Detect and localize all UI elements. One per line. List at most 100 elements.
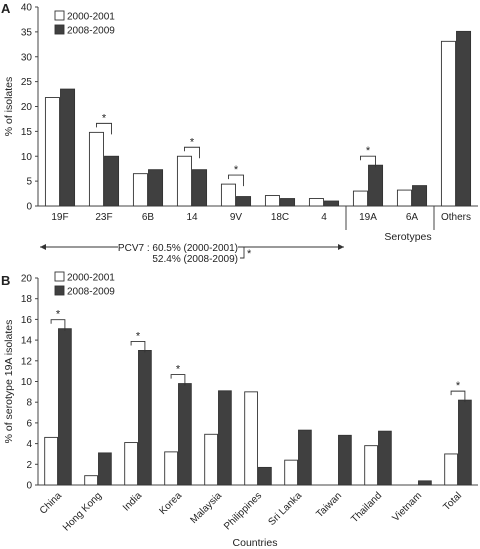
bar-2000-2001-Sri Lanka: [284, 459, 298, 486]
legend-label-2008-2009: 2008-2009: [67, 287, 115, 298]
y-tick-label: 20: [21, 102, 33, 113]
bar-2000-2001-Thailand: [364, 445, 378, 486]
y-tick-label: 0: [26, 481, 32, 492]
x-tick-label-India: India: [121, 490, 144, 513]
bar-2008-2009-Hong Kong: [98, 452, 112, 486]
significance-mark: *: [366, 145, 371, 157]
bar-2008-2009-India: [138, 350, 152, 486]
panel-label-a: A: [1, 1, 11, 16]
legend-swatch-2008-2009: [54, 285, 65, 296]
significance-bracket: [360, 155, 376, 168]
bar-2008-2009-Others: [456, 30, 472, 207]
x-tick-label-19F: 19F: [51, 212, 68, 223]
y-tick-label: 4: [26, 439, 32, 450]
bar-2000-2001-Total: [444, 453, 458, 486]
significance-bracket: [228, 174, 244, 187]
pcv7-note-line2: 52.4% (2008-2009): [152, 254, 238, 265]
legend-swatch-2008-2009: [54, 24, 65, 35]
bar-2000-2001-23F: [88, 131, 104, 207]
y-tick-label: 35: [21, 27, 33, 38]
legend-swatch-2000-2001: [54, 10, 65, 21]
significance-bracket: [96, 122, 112, 135]
x-tick-label-Total: Total: [441, 490, 464, 513]
significance-mark: *: [176, 364, 181, 376]
y-tick-label: 0: [26, 202, 32, 213]
bar-2008-2009-6B: [148, 169, 164, 207]
bar-2008-2009-14: [192, 169, 208, 207]
y-tick-label: 18: [21, 294, 33, 305]
bar-2008-2009-19F: [60, 88, 76, 207]
pcv7-arrow-right-head: [338, 244, 344, 250]
significance-bracket: [450, 390, 466, 403]
bar-2008-2009-Thailand: [378, 430, 392, 486]
bar-2008-2009-Philippines: [258, 466, 272, 486]
pcv7-note-background: [118, 240, 238, 254]
x-tick-label-23F: 23F: [95, 212, 112, 223]
bar-2000-2001-Hong Kong: [84, 475, 98, 486]
bar-2000-2001-9V: [220, 183, 236, 207]
bar-2008-2009-Total: [458, 399, 472, 486]
significance-bracket: [170, 374, 186, 386]
bar-2008-2009-4: [324, 200, 340, 207]
y-tick-label: 20: [21, 274, 33, 285]
chart-panel-b: 0 2 4 6 8 10 12 14 16 18 20 % of serotype 19A isola…: [3, 271, 478, 549]
y-tick-label: 16: [21, 315, 33, 326]
chart-panel-a: 0 5 10 15 20 25 30 35 40 % of isolates * * * * 19F 23F 6…: [3, 3, 478, 265]
y-tick-label: 5: [26, 177, 32, 188]
bar-2000-2001-6A: [396, 189, 412, 207]
x-axis-label: Serotypes: [384, 231, 431, 243]
bar-2000-2001-Philippines: [244, 391, 258, 486]
y-tick-label: 14: [21, 336, 33, 347]
bar-2008-2009-Korea: [178, 383, 192, 486]
x-tick-label-Sri Lanka: Sri Lanka: [266, 490, 304, 528]
x-tick-label-Hong Kong: Hong Kong: [61, 490, 104, 533]
significance-mark: *: [102, 112, 107, 124]
y-tick-label: 6: [26, 418, 32, 429]
x-tick-label-Philippines: Philippines: [222, 490, 264, 532]
x-tick-label-18C: 18C: [271, 212, 289, 223]
significance-mark: *: [190, 136, 195, 148]
bar-2000-2001-Others: [440, 40, 456, 207]
bar-2008-2009-China: [58, 328, 72, 486]
x-tick-label-Vietnam: Vietnam: [391, 490, 425, 524]
bar-2008-2009-9V: [236, 196, 252, 207]
x-tick-label-6A: 6A: [406, 212, 419, 223]
significance-mark: *: [456, 380, 461, 392]
bar-2008-2009-23F: [104, 155, 120, 207]
legend-label-2000-2001: 2000-2001: [67, 12, 115, 23]
bar-2008-2009-6A: [412, 185, 428, 207]
bar-2008-2009-Sri Lanka: [298, 429, 312, 486]
panel-label-b: B: [1, 273, 10, 288]
x-tick-label-4: 4: [321, 212, 327, 223]
pcv7-note-line1: PCV7 : 60.5% (2000-2001): [118, 243, 238, 254]
bar-2000-2001-Korea: [164, 451, 178, 486]
pcv7-arrow-left-head: [40, 244, 46, 250]
y-tick-label: 2: [26, 460, 32, 471]
bar-2000-2001-India: [124, 442, 138, 486]
bar-2000-2001-Malaysia: [204, 433, 218, 486]
x-tick-label-Korea: Korea: [157, 490, 184, 517]
x-tick-label-China: China: [38, 490, 65, 517]
significance-bracket: [130, 341, 146, 353]
bar-2000-2001-19F: [44, 97, 60, 207]
y-tick-label: 10: [21, 152, 33, 163]
y-tick-label: 15: [21, 127, 33, 138]
y-tick-label: 30: [21, 52, 33, 63]
y-tick-label: 40: [21, 3, 33, 14]
pcv7-significance-mark: *: [247, 248, 252, 260]
bar-2008-2009-Malaysia: [218, 390, 232, 486]
bar-2000-2001-19A: [352, 190, 368, 207]
bar-2008-2009-19A: [368, 164, 384, 207]
x-tick-label-14: 14: [186, 212, 198, 223]
significance-mark: *: [234, 164, 239, 176]
bar-2000-2001-4: [308, 198, 324, 207]
y-tick-label: 10: [21, 377, 33, 388]
bar-2008-2009-18C: [280, 198, 296, 207]
x-tick-label-Thailand: Thailand: [349, 490, 384, 525]
y-axis-label: % of isolates: [3, 77, 15, 137]
legend-swatch-2000-2001: [54, 271, 65, 282]
x-axis-label: Countries: [233, 537, 278, 549]
y-axis-label: % of serotype 19A isolates: [3, 320, 15, 444]
bar-2000-2001-6B: [132, 173, 148, 207]
